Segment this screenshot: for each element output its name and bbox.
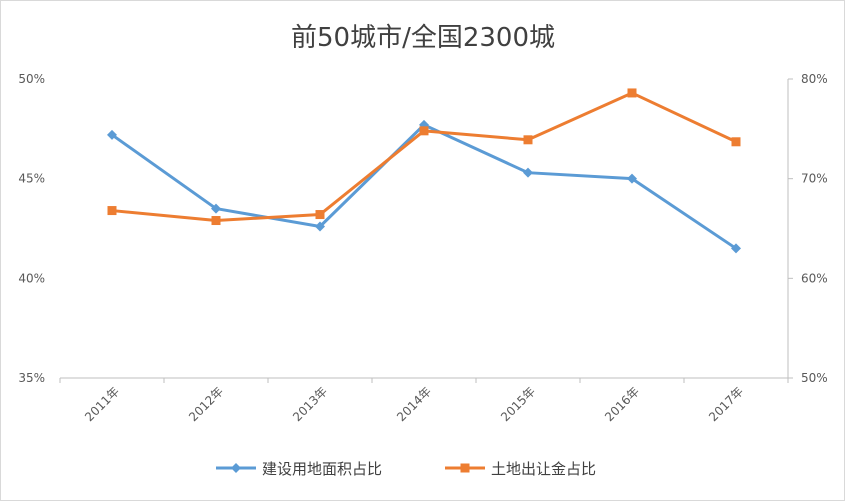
series-line: [111, 123, 737, 250]
x-tick-label: 2014年: [394, 384, 434, 424]
x-tick-label: 2012年: [186, 384, 226, 424]
legend-item: 建设用地面积占比: [216, 460, 382, 478]
right-tick-label: 80%: [801, 72, 828, 86]
right-tick-label: 50%: [801, 371, 828, 385]
data-point-square: [419, 126, 429, 136]
data-point-diamond: [315, 221, 325, 232]
right-tick-label: 60%: [801, 271, 828, 285]
chart-title: 前50城市/全国2300城: [291, 23, 555, 53]
legend-item: 土地出让金占比: [445, 460, 596, 478]
series-1: [107, 119, 741, 254]
legend-marker-diamond: [231, 463, 241, 473]
legend: 建设用地面积占比 土地出让金占比: [216, 460, 596, 478]
data-point-square: [523, 135, 533, 145]
data-point-diamond: [211, 203, 221, 214]
legend-marker-square: [460, 463, 470, 473]
data-point-square: [107, 206, 117, 216]
data-point-square: [731, 137, 741, 147]
data-point-diamond: [523, 167, 533, 178]
left-tick-label: 40%: [18, 271, 45, 285]
data-point-square: [315, 210, 325, 220]
data-point-diamond: [107, 129, 117, 140]
left-tick-label: 45%: [18, 172, 45, 186]
series-2: [107, 88, 741, 226]
data-point-square: [627, 88, 637, 98]
x-tick-label: 2013年: [290, 384, 330, 424]
right-axis-ticks: 80% 70% 60% 50%: [788, 72, 828, 385]
series-layer: [107, 88, 741, 254]
x-tick-label: 2015年: [498, 384, 538, 424]
x-axis-ticks: 2011年 2012年 2013年 2014年 2015年 2016年 2017年: [59, 378, 789, 424]
x-tick-label: 2017年: [706, 384, 746, 424]
left-axis-ticks: 50% 45% 40% 35%: [18, 72, 45, 385]
left-tick-label: 35%: [18, 371, 45, 385]
data-point-diamond: [627, 173, 637, 184]
data-point-square: [211, 216, 221, 226]
legend-label: 土地出让金占比: [491, 460, 596, 478]
left-tick-label: 50%: [18, 72, 45, 86]
data-point-diamond: [731, 243, 741, 254]
right-tick-label: 70%: [801, 172, 828, 186]
x-tick-label: 2016年: [602, 384, 642, 424]
legend-label: 建设用地面积占比: [262, 460, 382, 478]
x-tick-label: 2011年: [82, 384, 122, 424]
